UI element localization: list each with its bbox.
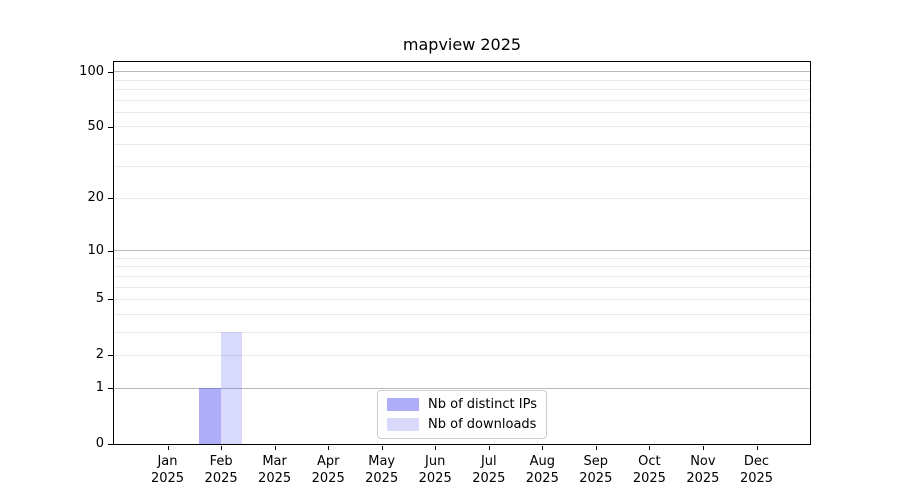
minor-gridline <box>113 143 810 145</box>
x-tick-label-line: 2025 <box>258 471 292 486</box>
y-tick-mark <box>108 250 113 252</box>
y-tick-label: 50 <box>87 118 104 134</box>
y-tick-label: 1 <box>95 380 104 396</box>
major-gridline <box>113 71 810 73</box>
x-tick-label-line: 2025 <box>579 471 613 486</box>
minor-gridline <box>113 266 810 268</box>
x-tick-label-line: Mar <box>262 454 287 469</box>
minor-gridline <box>113 331 810 333</box>
x-tick-mark <box>488 446 490 450</box>
minor-gridline <box>113 88 810 90</box>
x-tick-label-line: Nov <box>690 454 716 469</box>
x-tick-label: Jan 2025 <box>151 453 184 487</box>
x-tick-label-line: Jul <box>480 454 497 469</box>
x-tick-label: May 2025 <box>365 453 398 487</box>
x-tick-label: Nov 2025 <box>686 453 719 487</box>
minor-gridline <box>113 197 810 199</box>
y-tick-mark <box>108 198 113 200</box>
y-tick-mark <box>108 71 113 73</box>
x-tick-mark <box>221 446 223 450</box>
x-tick-label: Jul 2025 <box>472 453 505 487</box>
minor-gridline <box>113 99 810 101</box>
x-tick-mark <box>702 446 704 450</box>
x-tick-label-line: 2025 <box>418 471 452 486</box>
legend-swatch-downloads <box>387 418 420 431</box>
minor-gridline <box>113 275 810 277</box>
y-tick-mark <box>108 444 113 445</box>
minor-gridline <box>113 166 810 168</box>
x-tick-mark <box>274 446 276 450</box>
x-tick-label: Dec 2025 <box>740 453 773 487</box>
minor-gridline <box>113 79 810 81</box>
x-tick-mark <box>649 446 651 450</box>
minor-gridline <box>113 313 810 315</box>
x-tick-label-line: 2025 <box>150 471 185 486</box>
y-tick-label: 10 <box>87 242 104 258</box>
x-tick-label-line: Sep <box>583 454 609 469</box>
x-tick-label-line: Dec <box>743 454 770 469</box>
legend-label-distinct-ips: Nb of distinct IPs <box>428 397 537 412</box>
x-tick-label-line: 2025 <box>739 471 774 486</box>
x-tick-label-line: 2025 <box>632 471 666 486</box>
x-tick-label-line: 2025 <box>472 471 506 486</box>
y-tick-label: 100 <box>79 63 104 79</box>
y-tick-label: 2 <box>95 347 104 363</box>
x-tick-label-line: Jan <box>157 454 178 469</box>
y-tick-mark <box>108 126 113 128</box>
x-tick-label-line: 2025 <box>686 471 720 486</box>
x-tick-label-line: 2025 <box>311 471 345 486</box>
minor-gridline <box>113 286 810 288</box>
minor-gridline <box>113 111 810 113</box>
x-tick-mark <box>328 446 330 450</box>
major-gridline <box>113 250 810 251</box>
y-tick-label: 5 <box>95 291 104 307</box>
x-tick-label: Aug 2025 <box>526 453 559 487</box>
y-tick-mark <box>108 388 113 390</box>
x-tick-label: Jun 2025 <box>419 453 452 487</box>
x-tick-label: Oct 2025 <box>633 453 666 487</box>
minor-gridline <box>113 257 810 259</box>
x-tick-label-line: 2025 <box>365 471 399 486</box>
y-tick-label: 20 <box>87 190 104 206</box>
x-tick-mark <box>595 446 597 450</box>
x-tick-label-line: 2025 <box>204 471 238 486</box>
chart-title: mapview 2025 <box>402 35 522 54</box>
x-tick-label-line: Aug <box>529 454 555 469</box>
minor-gridline <box>113 354 810 356</box>
legend-swatch-distinct-ips <box>387 398 420 411</box>
legend-label-downloads: Nb of downloads <box>428 417 537 432</box>
bar-nb-of-downloads <box>220 331 243 444</box>
x-tick-label-line: Apr <box>316 454 340 469</box>
plot-area <box>112 60 811 445</box>
x-tick-label-line: 2025 <box>525 471 559 486</box>
x-tick-label: Feb 2025 <box>205 453 238 487</box>
y-tick-label: 0 <box>95 436 104 451</box>
x-tick-label-line: Feb <box>209 454 233 469</box>
x-tick-mark <box>381 446 383 450</box>
x-tick-label-line: Oct <box>638 454 661 469</box>
x-tick-label: Mar 2025 <box>258 453 291 487</box>
legend-item-downloads: Nb of downloads <box>387 416 537 433</box>
y-tick-mark <box>108 355 113 357</box>
x-tick-mark <box>542 446 544 450</box>
x-tick-mark <box>756 446 758 450</box>
x-tick-mark <box>167 446 169 450</box>
major-gridline <box>113 387 810 389</box>
legend-item-distinct-ips: Nb of distinct IPs <box>387 396 537 413</box>
x-tick-label-line: Jun <box>425 454 446 469</box>
x-tick-label: Sep 2025 <box>579 453 612 487</box>
minor-gridline <box>113 298 810 300</box>
x-tick-label-line: May <box>368 454 396 469</box>
x-tick-label: Apr 2025 <box>312 453 345 487</box>
x-tick-mark <box>435 446 437 450</box>
minor-gridline <box>113 126 810 128</box>
legend: Nb of distinct IPs Nb of downloads <box>377 390 547 439</box>
bar-nb-of-distinct-ips <box>199 387 221 444</box>
y-tick-mark <box>108 299 113 301</box>
